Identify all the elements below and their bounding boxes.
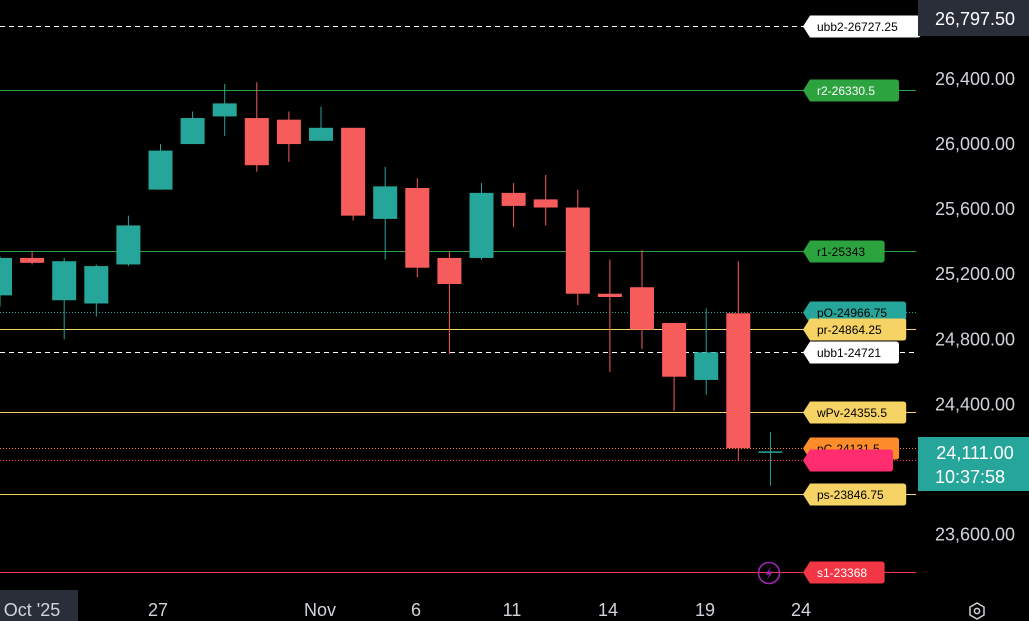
time-tick-label: 19	[695, 600, 715, 620]
price-tick-label: 24,800.00	[935, 329, 1015, 349]
time-tick-label: 14	[598, 600, 618, 620]
level-label-bg	[803, 301, 907, 324]
level-lines	[0, 26, 916, 573]
lightning-icon[interactable]	[757, 561, 781, 585]
level-label[interactable]: ubb2-26727.25	[803, 15, 921, 38]
price-tick-label: 25,200.00	[935, 264, 1015, 284]
level-label[interactable]: ps-23846.75	[803, 483, 907, 506]
level-label-bg	[803, 483, 907, 506]
level-label-bg	[803, 449, 893, 472]
last-price-value: 24,111.00	[936, 443, 1013, 463]
candle-body	[758, 451, 783, 453]
level-label[interactable]: pr-24864.25	[803, 318, 907, 341]
level-label-bg	[803, 341, 899, 364]
candle-body	[694, 352, 719, 380]
time-tick-label: 24	[791, 600, 811, 620]
candles	[0, 82, 783, 486]
candle-body	[437, 257, 462, 284]
candle-body	[148, 150, 173, 190]
time-axis-first-badge	[0, 590, 78, 621]
candle-body	[405, 187, 430, 268]
last-price-badge-bg	[918, 437, 1029, 491]
level-label-text: ubb1-24721	[817, 346, 881, 360]
price-tick-label: 25,600.00	[935, 199, 1015, 219]
candle-body	[565, 207, 590, 294]
top-price-badge-bg	[918, 0, 1029, 36]
price-tick-label: 26,000.00	[935, 134, 1015, 154]
price-tick-label: 24,400.00	[935, 394, 1015, 414]
candle-body	[597, 293, 622, 297]
level-label[interactable]: ubb1-24721	[803, 341, 899, 364]
level-label-text: pr-24864.25	[817, 323, 882, 337]
level-label-text: pO-24966.75	[817, 306, 887, 320]
candle-body	[180, 118, 205, 145]
settings-icon[interactable]	[969, 602, 985, 620]
level-label-text: r1-25343	[817, 245, 865, 259]
level-label[interactable]: r1-25343	[803, 240, 885, 263]
bar-countdown: 10:37:58	[935, 467, 1005, 487]
level-label-bg	[803, 401, 907, 424]
candle-body	[20, 257, 45, 263]
candle-body	[726, 313, 751, 449]
level-label[interactable]: s1-23368	[803, 561, 885, 584]
price-tick-label: 26,400.00	[935, 69, 1015, 89]
level-label-text: wPv-24355.5	[816, 406, 887, 420]
level-label-bg	[803, 318, 907, 341]
candle-body	[52, 261, 77, 301]
price-tick-label: 23,600.00	[935, 525, 1015, 545]
level-labels[interactable]: ubb2-26727.25 r2-26330.5 r1-25343 pO-24966.…	[803, 15, 921, 584]
candle-body	[0, 257, 12, 296]
candle-body	[116, 225, 141, 265]
time-tick-label: 27	[148, 600, 168, 620]
candle-body	[84, 266, 109, 304]
candle-body	[276, 119, 301, 145]
level-label-bg	[803, 79, 899, 102]
level-label[interactable]: wPv-24355.5	[803, 401, 907, 424]
level-label-text: ps-23846.75	[817, 488, 884, 502]
time-axis[interactable]: Oct '25 27 Nov 6 11 14 19 24	[0, 590, 811, 621]
candle-body	[501, 192, 526, 206]
candle-body	[373, 186, 398, 219]
time-tick-label: 6	[411, 600, 421, 620]
level-label-text: r2-26330.5	[817, 84, 875, 98]
level-label-text: s1-23368	[817, 566, 867, 580]
candle-body	[341, 127, 366, 216]
top-price-badge: 26,797.50	[935, 9, 1015, 29]
candle-body	[533, 199, 558, 208]
level-label[interactable]: r2-26330.5	[803, 79, 899, 102]
candle-body	[630, 287, 654, 330]
candle-body	[662, 323, 687, 377]
level-label[interactable]: pO-24966.75	[803, 301, 907, 324]
level-label[interactable]	[803, 449, 893, 472]
candle-body	[469, 192, 494, 258]
time-tick-label: Nov	[304, 600, 336, 620]
level-label-bg	[803, 240, 885, 263]
time-tick-label: Oct '25	[4, 600, 60, 620]
last-price-badge: 24,111.00 10:37:58	[918, 437, 1029, 491]
level-label-text: ubb2-26727.25	[817, 20, 898, 34]
candle-body	[212, 103, 237, 117]
level-label-bg	[803, 561, 885, 584]
level-label-bg	[803, 15, 921, 38]
candle-body	[309, 127, 333, 141]
time-tick-label: 11	[503, 600, 522, 620]
candle-body	[244, 118, 269, 166]
